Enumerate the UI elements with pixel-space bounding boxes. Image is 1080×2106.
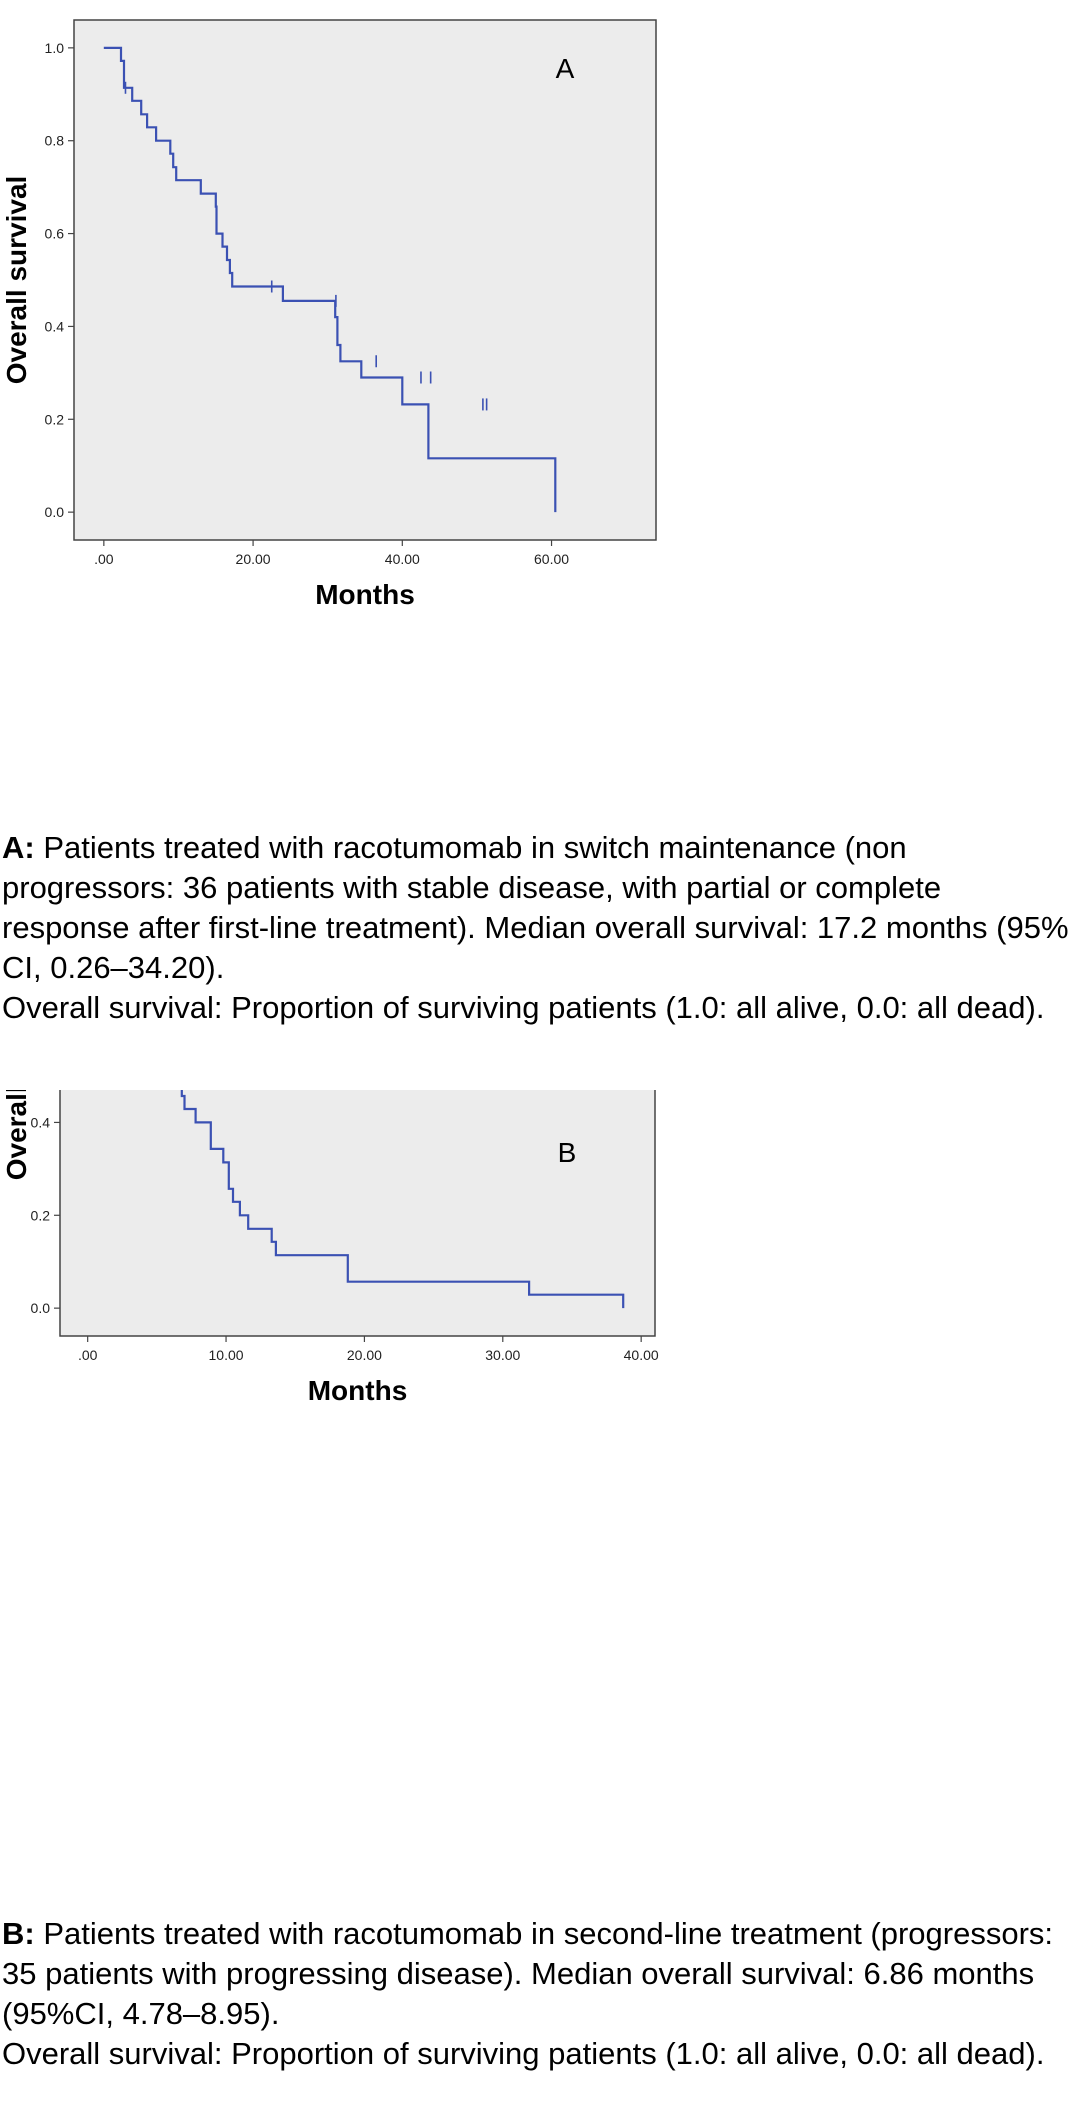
caption-a-main: A: Patients treated with racotumomab in … (2, 828, 1072, 988)
x-axis-title-a: Months (315, 579, 415, 610)
caption-b-text: Patients treated with racotumomab in sec… (2, 1916, 1054, 2031)
survival-curve-a (103, 46, 557, 513)
caption-a-text: Patients treated with racotumomab in swi… (2, 830, 1069, 985)
y-tick-label: 0.0 (45, 504, 65, 520)
caption-b-note: Overall survival: Proportion of survivin… (2, 2036, 1045, 2071)
caption-a-label: A: (2, 830, 35, 865)
x-tick-label: 20.00 (347, 1347, 382, 1363)
survival-chart-b-svg: 0.00.20.40.60.81.0.0010.0020.0030.0040.0… (1, 815, 659, 1406)
y-axis-b: 0.00.20.40.60.81.0 (31, 836, 60, 1316)
x-tick-label: .00 (94, 551, 114, 567)
x-tick-label: .00 (78, 1347, 98, 1363)
x-axis-title-b: Months (308, 1375, 408, 1406)
panel-label-a: A (556, 53, 575, 84)
survival-chart-a-svg: 0.0 0.2 0.4 0.6 0.8 1.0 .00 20.00 40.00 60.00 Mont… (1, 19, 657, 610)
y-axis-title-a: Overall survival (1, 176, 32, 385)
x-tick-label: 40.00 (624, 1347, 659, 1363)
x-axis-a: .00 20.00 40.00 60.00 (94, 540, 569, 567)
censored-marks-a (124, 81, 488, 411)
y-tick-label: 0.6 (45, 226, 65, 242)
y-tick-label: 0.0 (31, 1300, 51, 1316)
y-tick-label: 0.8 (45, 133, 65, 149)
y-tick-label: 0.2 (31, 1207, 51, 1223)
caption-a-note: Overall survival: Proportion of survivin… (2, 990, 1045, 1025)
x-tick-label: 20.00 (236, 551, 271, 567)
panel-label-b: B (558, 1137, 577, 1168)
y-tick-label: 0.4 (31, 1114, 51, 1130)
caption-b: B: Patients treated with racotumomab in … (2, 1914, 1072, 2074)
y-axis-a: 0.0 0.2 0.4 0.6 0.8 1.0 (45, 40, 74, 520)
x-tick-label: 40.00 (385, 551, 420, 567)
chart-a: 0.0 0.2 0.4 0.6 0.8 1.0 .00 20.00 40.00 60.00 Mont… (0, 0, 1080, 830)
caption-a: A: Patients treated with racotumomab in … (2, 828, 1072, 1028)
x-tick-label: 30.00 (485, 1347, 520, 1363)
x-tick-label: 10.00 (209, 1347, 244, 1363)
y-tick-label: 0.2 (45, 411, 65, 427)
x-tick-label: 60.00 (534, 551, 569, 567)
y-tick-label: 1.0 (45, 40, 65, 56)
plot-area-a (73, 19, 657, 541)
plot-area-b (59, 815, 656, 1337)
caption-b-label: B: (2, 1916, 35, 1951)
y-axis-title-b: Overall survival (1, 1090, 32, 1180)
x-axis-b: .00 10.00 20.00 30.00 40.00 (78, 1336, 659, 1363)
chart-b: 0.00.20.40.60.81.0.0010.0020.0030.0040.0… (0, 815, 1080, 1920)
caption-b-main: B: Patients treated with racotumomab in … (2, 1914, 1072, 2034)
y-tick-label: 0.4 (45, 318, 65, 334)
